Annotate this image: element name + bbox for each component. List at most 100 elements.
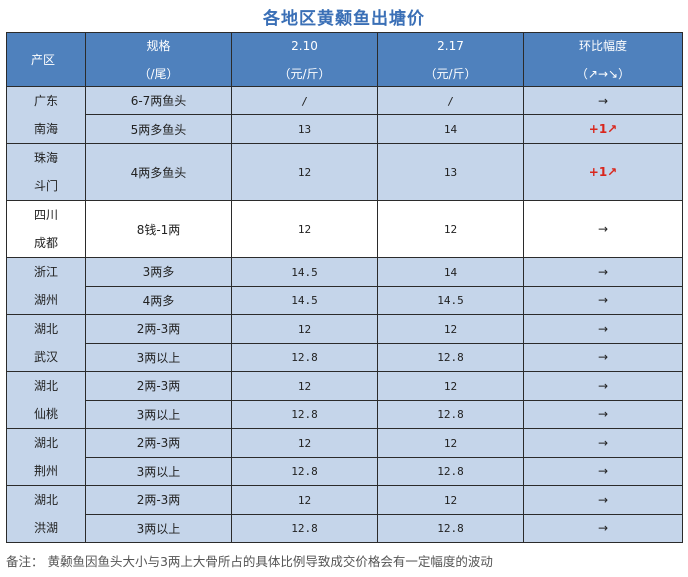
price-2-17-cell-value: 12 [443,436,458,450]
table-row: 3两以上 12.8 12.8 → [7,342,683,372]
price-2-10-cell-value: 13 [297,123,312,136]
spec-cell: 3两以上 [85,513,232,543]
price-2-17-cell-value: 12.8 [437,408,464,422]
change-cell-value: → [597,350,609,365]
header-spec: 规格 （/尾） [85,32,232,87]
footnote: 备注： 黄颡鱼因鱼头大小与3两上大骨所占的具体比例导致成交价格会有一定幅度的波动 [6,554,493,569]
change-cell: → [523,257,683,287]
price-2-17-cell: 12.8 [377,513,524,543]
change-cell: → [523,285,683,315]
change-cell-value: → [597,435,609,450]
price-2-17-cell: 12 [377,428,524,458]
price-2-17-cell-value: 12 [443,493,458,507]
price-2-10-cell-value: 12 [297,379,312,393]
price-2-17-cell: 14 [377,114,524,144]
spec-cell-value: 3两以上 [136,407,181,422]
spec-cell-value: 3两多 [142,265,175,280]
region-line: 湖州 [33,293,58,307]
price-2-10-cell: 12 [231,143,378,201]
price-2-17-cell: 12.8 [377,456,524,486]
price-2-17-cell-value: 12 [443,379,458,393]
price-2-17-cell-value: / [447,94,454,108]
price-2-17-cell-value: 12 [443,223,458,236]
price-2-10-cell: 12 [231,314,378,344]
price-2-17-cell-value: 12.8 [437,351,464,365]
price-2-10-cell: 13 [231,114,378,144]
spec-cell-value: 6-7两鱼头 [130,94,187,108]
price-2-17-cell-value: 14 [443,265,458,279]
change-cell: +1↗ [523,114,683,144]
price-2-17-cell: 12.8 [377,399,524,429]
price-2-17-cell: 12 [377,371,524,401]
region-cell: 四川 成都 [6,200,86,258]
price-2-17-cell: 14 [377,257,524,287]
spec-cell: 2两-3两 [85,485,232,515]
price-2-10-cell-value: 12 [297,223,312,236]
table-row: 湖北 仙桃 2两-3两 12 12 → [6,371,683,429]
change-cell-value: → [597,521,609,536]
price-2-10-cell: 12.8 [231,456,378,486]
price-2-10-cell-value: 12.8 [291,351,318,365]
region-cell: 浙江 湖州 [6,257,86,315]
spec-cell-value: 2两-3两 [136,322,181,337]
price-2-10-cell: / [231,86,378,115]
table-row: 湖北 洪湖 2两-3两 12 12 → [6,485,683,543]
price-table: 产区 规格 （/尾） 2.10 （元/斤） 2.17 （元/斤） 环比幅度 （↗→↘） … [6,32,683,543]
header-change: 环比幅度 （↗→↘） [523,32,683,87]
region-line: 湖北 [33,436,58,450]
region-line: 湖北 [33,379,58,393]
region-cell: 湖北 荆州 [6,428,86,486]
price-2-17-cell-value: 14 [443,123,458,136]
header-row: 产区 规格 （/尾） 2.10 （元/斤） 2.17 （元/斤） 环比幅度 （↗→↘） [6,32,683,87]
spec-cell-value: 2两-3两 [136,493,181,508]
price-2-10-cell: 14.5 [231,285,378,315]
spec-cell-value: 3两以上 [136,350,181,365]
region-line: 珠海 [33,151,58,165]
change-cell: → [523,428,683,458]
region-line: 南海 [33,122,58,136]
table-row: 3两以上 12.8 12.8 → [7,399,683,429]
table-row: 3两以上 12.8 12.8 → [7,456,683,486]
price-2-10-cell: 12 [231,371,378,401]
price-2-10-cell-value: 12 [297,493,312,507]
change-cell: → [523,371,683,401]
price-2-17-cell-value: 12.8 [437,465,464,479]
region-cell: 湖北 仙桃 [6,371,86,429]
change-cell: +1↗ [523,143,683,201]
change-cell: → [523,314,683,344]
region-line: 斗门 [33,179,58,193]
change-cell: → [523,513,683,543]
change-cell-value: → [597,264,609,279]
price-2-10-cell-value: 14.5 [291,294,318,308]
region-cell: 广东 南海 [6,86,86,144]
table-row: 3两以上 12.8 12.8 → [7,513,683,543]
spec-cell-value: 2两-3两 [136,379,181,394]
table-row: 广东 南海 6-7两鱼头 / / → [6,86,683,144]
region-cell: 湖北 洪湖 [6,485,86,543]
change-cell-value: +1↗ [588,165,618,179]
region-line: 湖北 [33,322,58,336]
price-2-17-cell-value: 12 [443,322,458,336]
region-line: 广东 [33,94,58,108]
change-cell-value: → [597,378,609,393]
change-cell: → [523,399,683,429]
change-cell-value: → [597,293,609,308]
region-line: 洪湖 [33,521,58,535]
spec-cell-value: 3两以上 [136,464,181,479]
spec-cell-value: 8钱-1两 [136,222,181,237]
header-region: 产区 [6,32,86,87]
price-2-17-cell: / [377,86,524,115]
price-2-17-cell: 12 [377,314,524,344]
table-row: 珠海 斗门 4两多鱼头 12 13 +1↗ [6,143,683,201]
price-2-10-cell-value: 12 [297,322,312,336]
price-2-10-cell: 12.8 [231,513,378,543]
change-cell-value: → [597,464,609,479]
change-cell-value: +1↗ [588,122,618,136]
price-2-10-cell-value: 12.8 [291,465,318,479]
change-cell-value: → [597,492,609,507]
price-2-17-cell: 14.5 [377,285,524,315]
table-row: 浙江 湖州 3两多 14.5 14 → [6,257,683,315]
spec-cell-value: 3两以上 [136,521,181,536]
table-row: 5两多鱼头 13 14 +1↗ [7,114,683,144]
table-row: 湖北 武汉 2两-3两 12 12 → [6,314,683,372]
